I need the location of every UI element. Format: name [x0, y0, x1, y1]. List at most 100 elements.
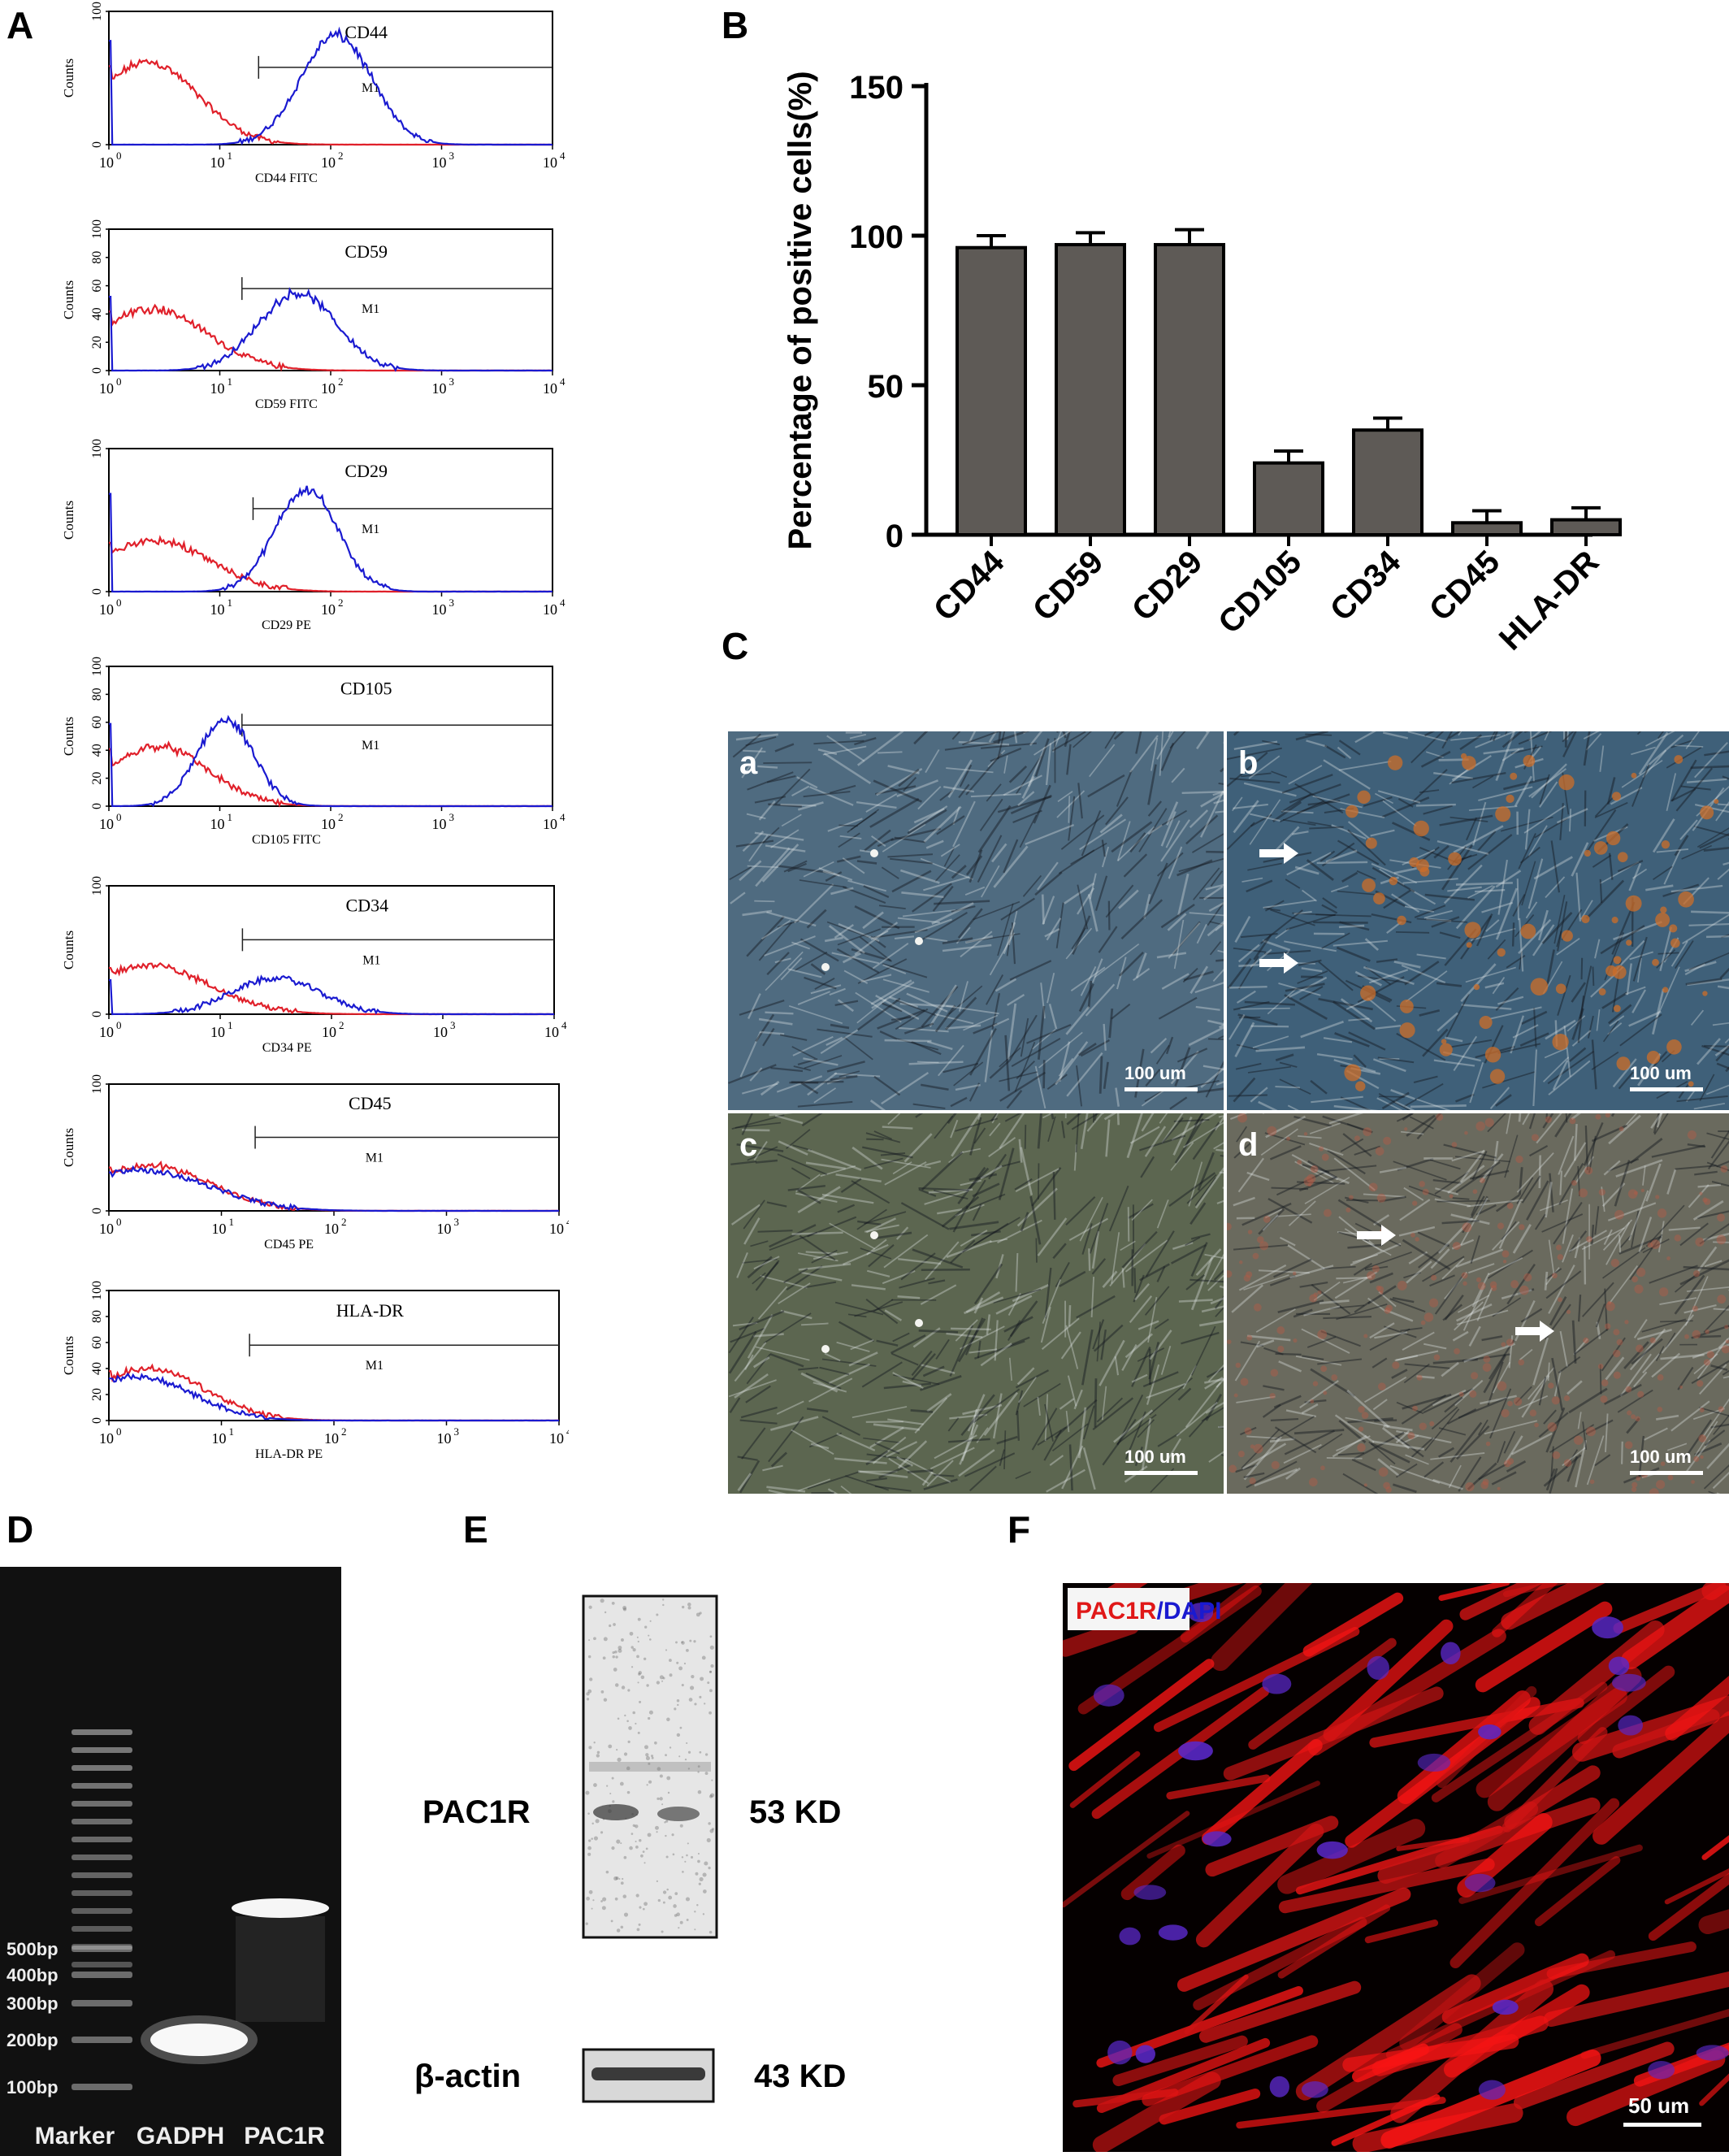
cell-streak	[999, 1449, 1005, 1467]
cell-streak	[1307, 821, 1332, 827]
mineral-deposit	[1721, 1345, 1729, 1354]
mineral-deposit	[1309, 1294, 1318, 1303]
cell-body	[1248, 1638, 1397, 1750]
cell-streak	[969, 1193, 1006, 1209]
cell-streak	[1467, 1462, 1497, 1490]
cell-streak	[1435, 1187, 1459, 1195]
blot-speckle	[613, 1668, 618, 1672]
cell-streak	[1059, 1270, 1086, 1287]
cell-streak	[1476, 1204, 1497, 1216]
blot-speckle	[697, 1852, 700, 1855]
cell-streak	[1008, 1293, 1021, 1316]
cell-streak	[1238, 956, 1259, 990]
mineral-deposit	[1380, 1291, 1384, 1295]
cell-streak	[1703, 847, 1729, 852]
cell-streak	[921, 1083, 949, 1091]
cell-streak	[769, 1416, 819, 1431]
cell-streak	[1398, 1225, 1436, 1237]
cell-streak	[897, 1440, 928, 1469]
cell-streak	[1610, 787, 1643, 805]
blot-speckle	[601, 1906, 606, 1911]
cell-streak	[973, 1022, 998, 1035]
cell-streak	[960, 1179, 982, 1186]
cell-streak	[942, 1062, 979, 1074]
cell-streak	[884, 1309, 903, 1321]
mineral-deposit	[1461, 1272, 1468, 1279]
cell-streak	[1553, 1201, 1583, 1245]
cell-streak	[1385, 1309, 1414, 1322]
cell-streak	[1304, 1176, 1350, 1204]
mineral-deposit	[1310, 1165, 1319, 1173]
cell-streak	[1690, 1009, 1705, 1026]
mineral-deposit	[1716, 1234, 1727, 1245]
histogram-xtick-exponent: 3	[449, 811, 455, 823]
cell-streak	[766, 911, 817, 927]
cell-streak	[1276, 1170, 1327, 1196]
cell-streak	[1156, 952, 1187, 959]
round-cell	[870, 1231, 878, 1239]
cell-streak	[986, 783, 1002, 802]
histogram-xtick: 10	[321, 380, 336, 397]
cell-streak	[1258, 1208, 1285, 1235]
cell-streak	[1169, 1096, 1188, 1110]
cell-streak	[1170, 1243, 1207, 1265]
cell-body	[1613, 1583, 1727, 1634]
cell-body	[1577, 1665, 1675, 1745]
cell-streak	[1532, 1337, 1549, 1386]
cell-body	[1543, 1971, 1729, 2027]
blot-speckle	[623, 1855, 627, 1859]
histogram-xtick-exponent: 0	[116, 811, 122, 823]
cell-streak	[1521, 1374, 1550, 1418]
cell-streak	[1354, 1300, 1372, 1313]
cell-streak	[989, 1238, 1008, 1243]
cell-streak	[768, 803, 802, 808]
histogram-ytick: 0	[90, 367, 104, 374]
cell-streak	[730, 1160, 757, 1165]
histogram-marker: CD45	[349, 1093, 392, 1113]
mineral-deposit	[1691, 1480, 1695, 1484]
cell-streak	[787, 1184, 826, 1191]
cell-streak	[1398, 798, 1414, 808]
mineral-deposit	[1631, 1486, 1637, 1492]
cell-streak	[1105, 796, 1129, 826]
cell-streak	[1108, 1185, 1129, 1232]
lipid-droplet	[1631, 772, 1637, 779]
cell-streak	[925, 1241, 960, 1281]
cell-streak	[1233, 740, 1278, 750]
blot-speckle	[644, 1625, 648, 1629]
mineral-deposit	[1259, 1241, 1269, 1251]
cell-streak	[1528, 825, 1548, 857]
cell-streak	[1160, 819, 1191, 862]
cell-streak	[1051, 1423, 1089, 1452]
y-tick-label: 150	[849, 70, 904, 106]
cell-streak	[1382, 800, 1417, 827]
cell-streak	[1267, 987, 1298, 1015]
lipid-droplet	[1365, 837, 1377, 849]
cell-streak	[1233, 803, 1268, 809]
mineral-deposit	[1363, 1334, 1368, 1338]
cell-streak	[1463, 1343, 1516, 1363]
lipid-droplet	[1387, 755, 1403, 770]
blot-speckle	[710, 1664, 714, 1668]
lipid-droplet	[1700, 805, 1714, 820]
cell-streak	[1391, 822, 1431, 841]
cell-streak	[1033, 784, 1051, 824]
cell-streak	[1207, 1274, 1224, 1291]
blot-speckle	[694, 1928, 696, 1931]
cell-streak	[891, 1352, 919, 1366]
cell-streak	[1177, 873, 1190, 916]
cell-streak	[1111, 1003, 1131, 1020]
cell-streak	[1670, 787, 1696, 802]
cell-streak	[894, 935, 914, 939]
cell-streak	[1400, 1327, 1423, 1332]
mineral-deposit	[1497, 1222, 1505, 1230]
blot-speckle	[648, 1634, 650, 1637]
cell-streak	[1275, 927, 1290, 939]
cell-streak	[1404, 905, 1434, 913]
cell-streak	[730, 1204, 760, 1225]
cell-streak	[1350, 1243, 1402, 1266]
histogram-xtick-exponent: 2	[338, 596, 344, 609]
cell-streak	[1425, 751, 1444, 758]
cell-streak	[1423, 1388, 1474, 1414]
